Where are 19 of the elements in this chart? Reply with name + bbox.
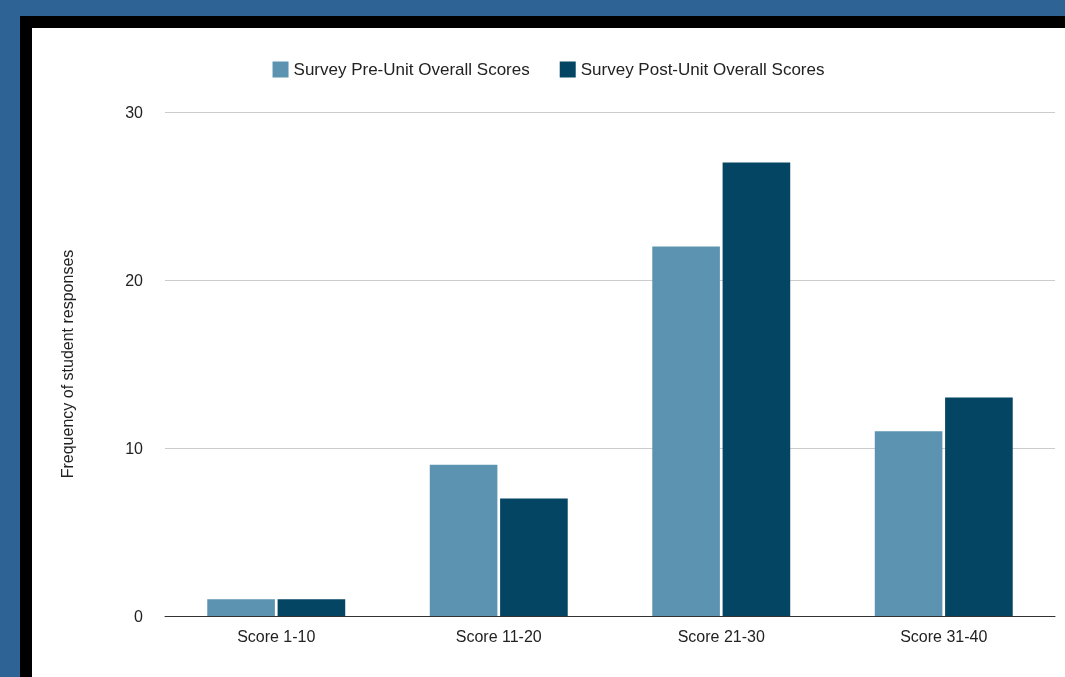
x-tick-label: Score 1-10	[237, 627, 316, 645]
bar	[429, 464, 498, 616]
y-tick-label: 30	[125, 103, 144, 121]
bar	[207, 599, 275, 616]
y-tick-label: 0	[134, 607, 144, 625]
x-tick-label: Score 11-20	[455, 627, 542, 645]
bar	[652, 246, 720, 616]
y-tick-label: 10	[125, 439, 144, 457]
bar	[500, 498, 568, 616]
legend-label: Survey Pre-Unit Overall Scores	[293, 60, 530, 79]
legend-label: Survey Post-Unit Overall Scores	[580, 60, 825, 79]
x-tick-label: Score 21-30	[677, 627, 765, 645]
bar	[277, 599, 346, 616]
bar	[874, 431, 943, 616]
x-tick-label: Score 31-40	[900, 627, 988, 645]
bar	[945, 397, 1013, 616]
y-axis-title: Frequency of student responses	[58, 249, 76, 479]
y-tick-label: 20	[125, 271, 144, 289]
bar	[722, 162, 791, 616]
